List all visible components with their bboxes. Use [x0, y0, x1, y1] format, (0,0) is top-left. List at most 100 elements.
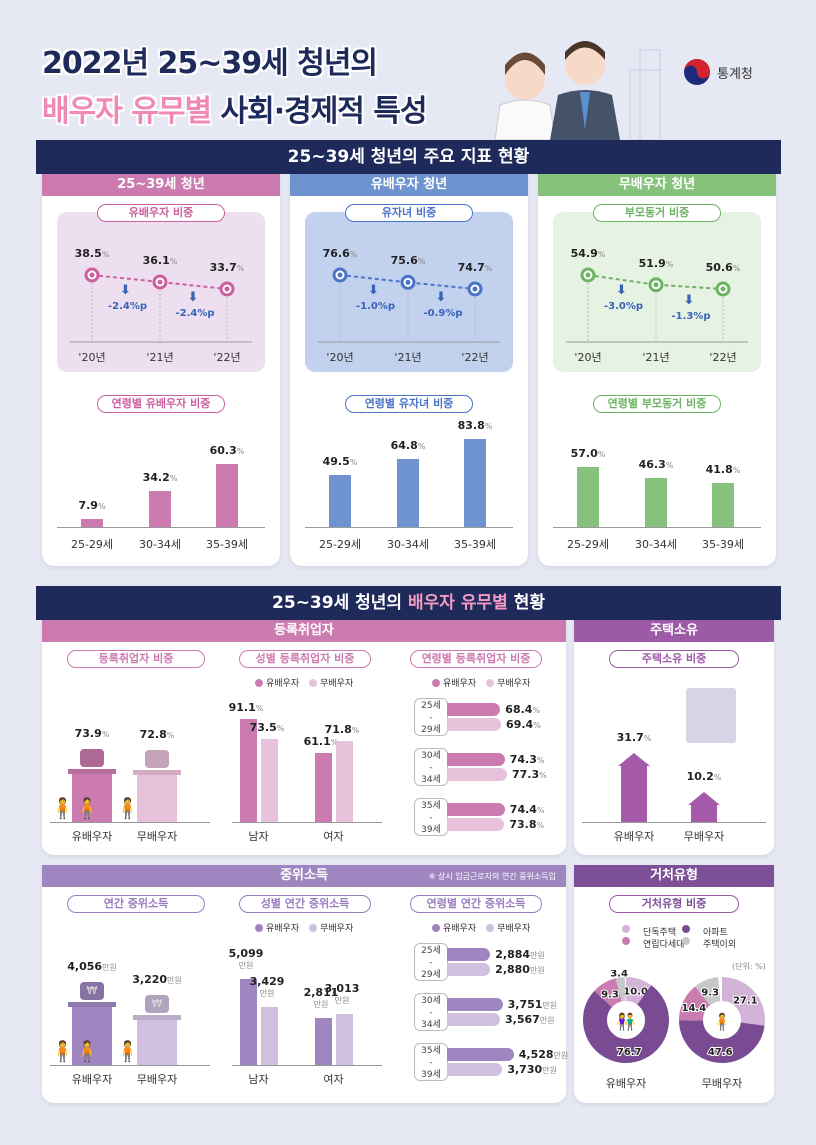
- x-axis: [305, 527, 513, 528]
- value-text: 77.3: [511, 768, 540, 781]
- year-label: '21년: [642, 351, 670, 364]
- age-bar: [712, 483, 734, 527]
- age-label: 30-34세: [634, 538, 678, 551]
- gender-label: 여자: [323, 830, 344, 843]
- overall-value: 3,220만원: [132, 973, 182, 986]
- legend-item: 유배우자: [432, 921, 476, 934]
- gender-bar: [261, 1007, 278, 1065]
- legend-swatch: [622, 937, 630, 945]
- gender-bar: [240, 719, 257, 822]
- age-label: 25-29세: [318, 538, 362, 551]
- gender-bar-value: 91.1%: [229, 701, 264, 714]
- age-hbar-value: 3,730만원: [507, 1063, 557, 1076]
- data-point-core: [89, 272, 95, 278]
- age-bar: [216, 463, 238, 527]
- age-group-text: 30세: [421, 996, 441, 1006]
- value-text: 46.3: [638, 458, 666, 472]
- unit-text: %: [533, 721, 541, 730]
- value-text: 5,099: [228, 947, 264, 961]
- unit-text: 만원: [238, 961, 254, 971]
- age-group-text: -: [429, 958, 433, 968]
- legend: 유배우자 무배우자: [255, 676, 353, 689]
- age-hbar: [447, 703, 501, 716]
- person-icon: 🧍🧍: [50, 1039, 100, 1063]
- unit-text: %: [349, 250, 358, 259]
- unit-text: 만원: [334, 996, 350, 1006]
- title-rest: 사회·경제적 특성: [220, 94, 428, 129]
- value-text: 33.7: [209, 261, 237, 274]
- trend-line-chart: [70, 267, 252, 343]
- legend-label: 연립다세대: [643, 940, 685, 950]
- person-icon: 🧍: [115, 1039, 140, 1063]
- age-title: 연령별 부모동거 비중: [593, 395, 721, 413]
- value-text: 3,220: [132, 973, 168, 987]
- segment-label: 76.7: [617, 1047, 642, 1058]
- change-value: -1.0%p: [356, 301, 396, 312]
- change-value: -2.4%p: [108, 301, 148, 312]
- value-text: 54.9: [570, 247, 598, 260]
- gender-bar: [336, 740, 353, 822]
- donut-segment: [583, 977, 669, 1063]
- point-value: 38.5%: [75, 247, 110, 260]
- value-text: 73.8: [509, 818, 537, 831]
- age-bar-value: 7.9%: [78, 499, 105, 512]
- overall-value: 72.8%: [140, 728, 175, 741]
- data-point-core: [720, 286, 726, 292]
- value-text: 7.9: [78, 498, 98, 512]
- x-axis: [50, 822, 210, 823]
- pillar-bar: [137, 769, 177, 822]
- age-label: 30-34세: [386, 538, 430, 551]
- unit-text: 만원: [553, 1051, 569, 1060]
- legend-swatch: [682, 937, 690, 945]
- segment-label: 47.6: [708, 1047, 733, 1058]
- change-value: -3.0%p: [604, 301, 644, 312]
- gender-bar-value: 71.8%: [325, 723, 360, 736]
- down-arrow-icon: ⬇: [683, 292, 695, 308]
- group-label: 유배우자: [605, 1077, 647, 1090]
- year-label: '21년: [146, 351, 174, 364]
- age-hbar-value: 4,528만원: [519, 1048, 569, 1061]
- panel-header: 거처유형: [574, 865, 774, 887]
- gender-bar-value: 73.5%: [250, 721, 285, 734]
- unit-text: %: [236, 446, 245, 456]
- change-value: -1.3%p: [671, 310, 711, 322]
- age-group-text: 30세: [421, 751, 441, 761]
- segment-label: 27.1: [733, 996, 758, 1007]
- age-bar-value: 34.2%: [143, 471, 178, 484]
- legend-label: 무배우자: [497, 679, 531, 689]
- gender-bar: [336, 1014, 353, 1065]
- data-point-core: [337, 272, 343, 278]
- value-text: 2,884: [495, 948, 531, 961]
- unit-text: %: [101, 250, 110, 259]
- gender-bar-value: 5,099 만원: [229, 947, 264, 971]
- x-axis: [57, 527, 265, 528]
- unit-text: %: [732, 264, 741, 273]
- age-bar-value: 83.8%: [458, 419, 493, 432]
- value-text: 75.6: [390, 254, 418, 268]
- legend-swatch: [486, 679, 495, 687]
- unit-text: %: [349, 458, 358, 468]
- value-text: 69.4: [506, 718, 534, 731]
- legend-item: 무배우자: [309, 921, 353, 934]
- value-text: 83.8: [457, 419, 485, 432]
- age-group-text: -: [429, 763, 433, 773]
- legend-label: 유배우자: [443, 679, 477, 689]
- value-text: 49.5: [322, 455, 350, 469]
- age-bar: [645, 478, 667, 527]
- overall-value: 4,056만원: [67, 960, 117, 973]
- panel-header: 25~39세 청년: [42, 174, 280, 196]
- legend-label: 유배우자: [266, 679, 300, 689]
- age-bar: [81, 518, 103, 527]
- gender-bar: [240, 979, 257, 1065]
- age-hbar-value: 68.4%: [505, 703, 540, 716]
- pillar-bar: [137, 1015, 177, 1065]
- trend-line-chart: [566, 267, 748, 343]
- section2-title-pre: 25~39세 청년의: [272, 593, 403, 613]
- age-title: 연령별 유자녀 비중: [345, 395, 473, 413]
- legend-swatch: [622, 925, 630, 933]
- title-line-1: 2022년 25~39세 청년의: [42, 46, 378, 81]
- section2-title: 25~39세 청년의 배우자 유무별 현황: [36, 586, 781, 620]
- down-arrow-icon: ⬇: [120, 283, 131, 298]
- group-label: 유배우자: [71, 830, 113, 843]
- pillar-cap: [68, 768, 116, 774]
